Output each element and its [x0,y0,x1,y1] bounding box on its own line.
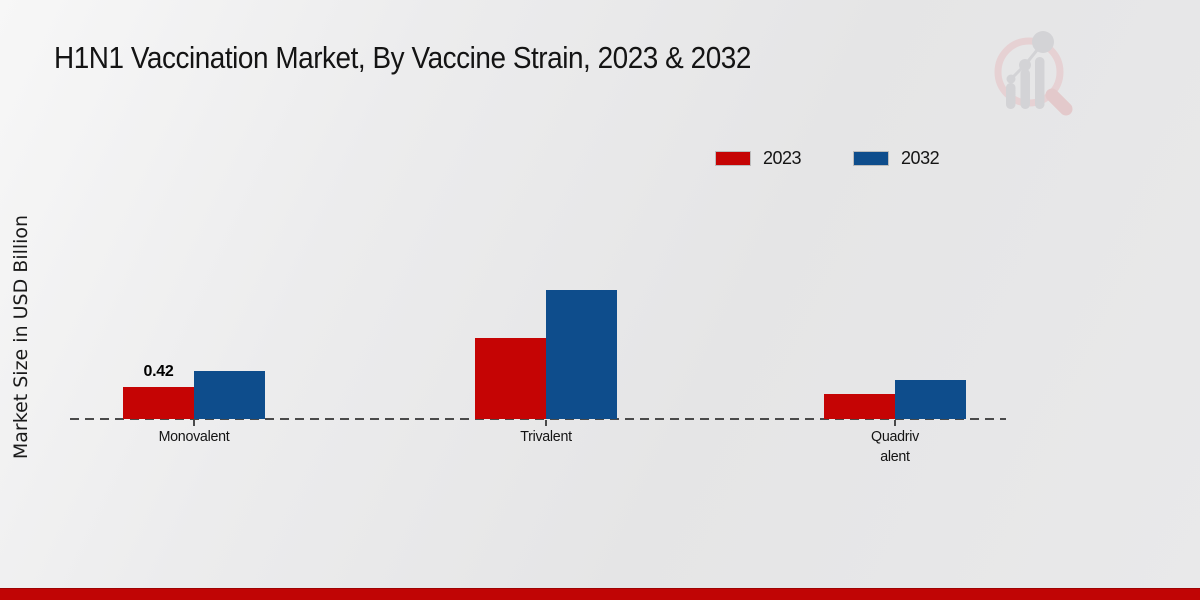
logo-node-small-2 [1019,59,1031,71]
y-axis-label: Market Size in USD Billion [10,214,32,460]
logo-magnifier-handle [1045,88,1073,116]
legend-label: 2032 [901,148,940,168]
x-axis-baseline [70,418,1006,420]
bar-2023-monovalent [123,387,194,419]
chart-title: H1N1 Vaccination Market, By Vaccine Stra… [54,40,751,75]
bar-chart-magnifier-icon [985,20,1090,120]
logo-bar-2 [1020,69,1030,109]
legend-label: 2023 [763,148,802,168]
x-axis-tick-trivalent [545,420,547,426]
chart-legend: 2023 2032 [716,148,940,169]
logo-bar-3 [1035,57,1045,109]
x-axis-tick-quadrivalent [894,420,896,426]
bar-2032-trivalent [546,290,617,419]
legend-item-2032: 2032 [854,148,940,169]
legend-swatch-2023 [716,152,750,165]
bar-2023-trivalent [475,338,546,419]
category-label-trivalent: Trivalent [520,428,572,445]
x-axis-tick-monovalent [193,420,195,426]
category-label-monovalent: Monovalent [158,428,230,445]
logo-bar-1 [1006,83,1016,109]
legend-item-2023: 2023 [716,148,802,169]
bar-2023-quadrivalent [824,394,895,419]
footer-accent-band [0,588,1200,600]
logo-node-small-1 [1006,74,1016,84]
category-label-quadrivalent: Quadriv alent [871,428,919,466]
logo-node-large [1032,31,1054,53]
bar-value-label-2023-monovalent: 0.42 [143,363,174,380]
legend-swatch-2032 [854,152,889,165]
bar-2032-monovalent [194,371,265,419]
bar-2032-quadrivalent [895,380,966,419]
